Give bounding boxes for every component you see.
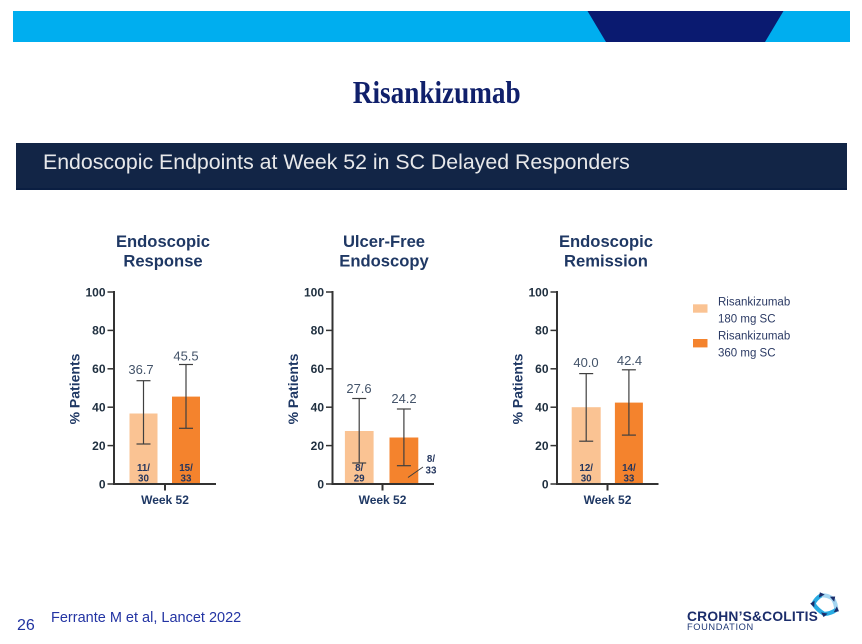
svg-text:33: 33: [181, 473, 192, 484]
svg-text:36.7: 36.7: [128, 362, 153, 377]
svg-text:80: 80: [535, 324, 549, 338]
svg-text:Risankizumab: Risankizumab: [718, 331, 790, 343]
svg-text:0: 0: [99, 477, 106, 491]
svg-text:60: 60: [535, 362, 549, 376]
svg-text:% Patients: % Patients: [285, 353, 301, 424]
svg-text:45.5: 45.5: [173, 349, 198, 364]
svg-text:15/: 15/: [179, 463, 193, 474]
svg-text:Remission: Remission: [564, 252, 648, 271]
svg-text:80: 80: [311, 324, 325, 338]
svg-text:60: 60: [311, 362, 325, 376]
svg-text:30: 30: [581, 473, 592, 484]
svg-text:Endoscopic: Endoscopic: [559, 232, 653, 251]
svg-text:20: 20: [311, 439, 325, 453]
svg-text:40: 40: [311, 401, 325, 415]
svg-text:40.0: 40.0: [573, 355, 598, 370]
svg-text:8/: 8/: [355, 463, 363, 474]
svg-text:27.6: 27.6: [346, 381, 371, 396]
svg-text:180 mg SC: 180 mg SC: [718, 314, 776, 326]
svg-text:% Patients: % Patients: [510, 353, 526, 424]
svg-text:% Patients: % Patients: [67, 353, 83, 424]
svg-text:20: 20: [535, 439, 549, 453]
svg-text:100: 100: [528, 285, 548, 299]
svg-text:33: 33: [426, 466, 437, 477]
svg-text:40: 40: [535, 401, 549, 415]
svg-text:12/: 12/: [579, 463, 593, 474]
svg-text:Endoscopic: Endoscopic: [116, 232, 210, 251]
svg-text:Ulcer-Free: Ulcer-Free: [343, 232, 425, 251]
svg-text:80: 80: [92, 324, 106, 338]
svg-text:100: 100: [85, 285, 105, 299]
svg-text:14/: 14/: [622, 463, 636, 474]
svg-text:30: 30: [138, 473, 149, 484]
svg-text:360 mg SC: 360 mg SC: [718, 348, 776, 360]
svg-text:8/: 8/: [427, 454, 435, 465]
svg-text:0: 0: [542, 477, 549, 491]
svg-text:Week 52: Week 52: [584, 493, 632, 507]
svg-text:11/: 11/: [137, 463, 150, 474]
svg-text:0: 0: [317, 477, 324, 491]
svg-text:Week 52: Week 52: [359, 493, 407, 507]
svg-text:Response: Response: [123, 252, 202, 271]
svg-text:24.2: 24.2: [391, 391, 416, 406]
svg-text:60: 60: [92, 362, 106, 376]
svg-text:40: 40: [92, 401, 106, 415]
svg-text:Week 52: Week 52: [141, 493, 189, 507]
svg-text:29: 29: [354, 473, 365, 484]
svg-text:Endoscopy: Endoscopy: [339, 252, 429, 271]
svg-text:20: 20: [92, 439, 106, 453]
svg-text:Risankizumab: Risankizumab: [718, 297, 790, 309]
svg-text:100: 100: [304, 285, 324, 299]
svg-text:33: 33: [623, 473, 634, 484]
svg-text:42.4: 42.4: [617, 353, 642, 368]
